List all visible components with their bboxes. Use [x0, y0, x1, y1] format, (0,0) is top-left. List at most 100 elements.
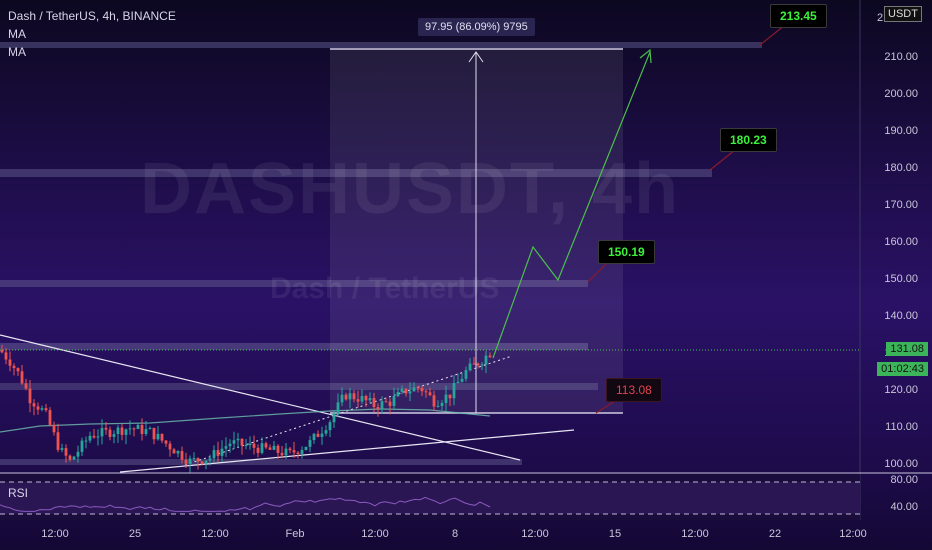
candle-body: [204, 460, 208, 464]
price-tick: 120.00: [884, 384, 918, 396]
candle-body: [220, 448, 224, 456]
price-tick: 150.00: [884, 273, 918, 285]
price-tick: 140.00: [884, 310, 918, 322]
rsi-line: [0, 496, 491, 512]
candle-body: [452, 383, 456, 399]
candle-body: [176, 451, 180, 454]
candle-body: [200, 461, 204, 464]
target-label-t3[interactable]: 213.45: [770, 4, 827, 28]
watermark-name: Dash / TetherUS: [270, 272, 500, 305]
candle-body: [52, 424, 56, 433]
candle-body: [316, 433, 320, 437]
candle-body: [244, 445, 248, 447]
candle-body: [352, 393, 356, 400]
candle-body: [172, 449, 176, 454]
candle-body: [144, 429, 148, 434]
candle-body: [108, 429, 112, 437]
target-label-t2[interactable]: 180.23: [720, 128, 777, 152]
level-150: [0, 280, 588, 287]
price-tick: 110.00: [885, 421, 918, 433]
rsi-level-40: 40.00: [890, 501, 918, 513]
candle-body: [388, 401, 392, 406]
time-tick: 12:00: [521, 528, 549, 540]
candle-body: [60, 448, 64, 450]
candle-body: [208, 458, 212, 461]
candle-body: [64, 448, 68, 456]
rsi-label[interactable]: RSI: [8, 486, 29, 500]
time-tick: 12:00: [201, 528, 229, 540]
candle-body: [412, 387, 416, 392]
candle-body: [116, 427, 120, 435]
level-101: [0, 459, 522, 465]
stop-label[interactable]: 113.08: [606, 378, 662, 402]
candle-body: [48, 410, 52, 425]
candle-body: [56, 432, 60, 450]
candle-body: [92, 435, 96, 438]
price-tick: 180.00: [884, 162, 918, 174]
watermark-ticker: DASHUSDT, 4h: [140, 149, 681, 229]
pointer-t2: [709, 149, 736, 171]
candle-body: [296, 452, 300, 455]
candle-body: [24, 383, 28, 389]
candle-body: [192, 458, 196, 460]
descending-trendline[interactable]: [0, 334, 521, 461]
candle-body: [96, 436, 100, 438]
candle-body: [180, 451, 184, 460]
time-tick: Feb: [285, 528, 305, 540]
candle-body: [120, 427, 124, 435]
measure-label: 97.95 (86.09%) 9795: [418, 18, 535, 36]
candle-body: [332, 413, 336, 423]
candle-body: [444, 394, 448, 404]
candle-body: [104, 427, 108, 430]
candle-body: [304, 446, 308, 450]
candle-body: [436, 405, 440, 407]
time-tick: 22: [768, 528, 782, 540]
candle-body: [196, 458, 200, 462]
candle-body: [132, 428, 136, 430]
candle-body: [72, 456, 76, 460]
candle-body: [320, 433, 324, 437]
currency-badge[interactable]: USDT: [884, 6, 922, 22]
candle-body: [216, 450, 220, 456]
candle-body: [428, 392, 432, 396]
candle-body: [40, 408, 44, 410]
target-label-t1[interactable]: 150.19: [598, 240, 655, 264]
price-tick: 100.00: [884, 458, 918, 470]
projection-path[interactable]: [492, 51, 651, 359]
candle-body: [348, 393, 352, 400]
candle-body: [236, 438, 240, 441]
symbol-title[interactable]: Dash / TetherUS, 4h, BINANCE: [8, 9, 176, 23]
candle-body: [212, 450, 216, 459]
time-tick: 25: [128, 528, 142, 540]
pointer-t3: [759, 24, 786, 46]
candle-body: [440, 403, 444, 406]
candle-body: [112, 434, 116, 437]
candle-body: [404, 388, 408, 394]
candle-body: [280, 452, 284, 456]
time-tick: 12:00: [681, 528, 709, 540]
ascending-trendline[interactable]: [119, 429, 575, 473]
rsi-level-80: 80.00: [890, 474, 918, 486]
indicator-ma-2[interactable]: MA: [8, 45, 26, 59]
candle-body: [376, 406, 380, 410]
candle-body: [80, 440, 84, 452]
candle-body: [472, 363, 476, 365]
projection-arrowhead: [639, 48, 652, 64]
candle-body: [392, 396, 396, 406]
candle-body: [4, 352, 8, 360]
pointer-t1: [587, 261, 609, 283]
candle-body: [84, 440, 88, 442]
level-213: [0, 42, 762, 48]
candle-body: [288, 448, 292, 451]
candle-body: [232, 440, 236, 444]
candle-body: [284, 448, 288, 456]
indicator-ma-1[interactable]: MA: [8, 27, 26, 41]
candle-body: [424, 391, 428, 393]
candle-body: [312, 433, 316, 441]
candle-body: [360, 395, 364, 402]
candle-body: [476, 363, 480, 366]
candle-body: [248, 443, 252, 446]
candle-body: [468, 363, 472, 371]
